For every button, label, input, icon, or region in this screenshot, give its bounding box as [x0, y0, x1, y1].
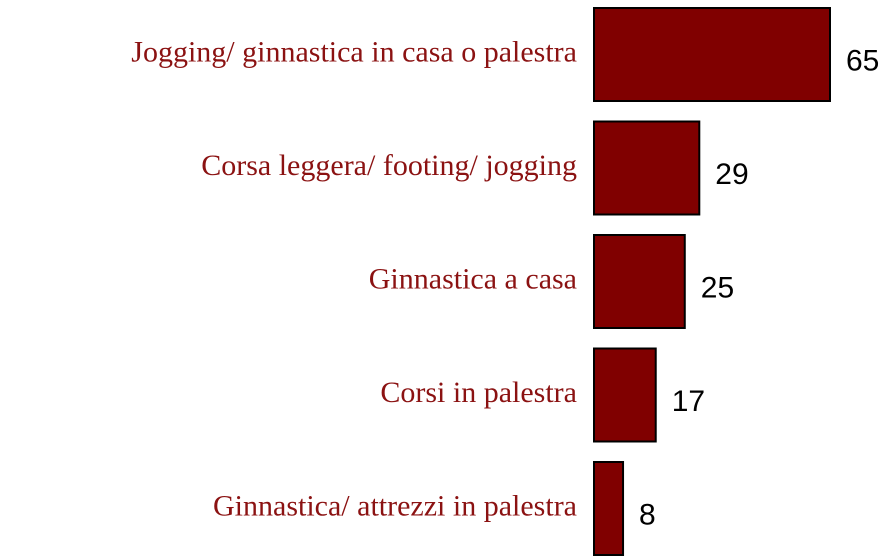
category-label: Ginnastica a casa — [369, 262, 577, 295]
category-label: Ginnastica/ attrezzi in palestra — [213, 489, 577, 522]
bar — [593, 347, 657, 443]
bar — [593, 120, 701, 216]
value-label: 8 — [639, 498, 656, 531]
category-label: Corsi in palestra — [380, 376, 577, 409]
bar — [593, 7, 831, 102]
bar — [593, 461, 625, 556]
value-label: 17 — [672, 385, 705, 418]
category-label: Jogging/ ginnastica in casa o palestra — [131, 35, 577, 68]
value-label: 29 — [715, 158, 748, 191]
category-label: Corsa leggera/ footing/ jogging — [201, 149, 577, 182]
bar — [593, 234, 686, 329]
value-label: 25 — [701, 271, 734, 304]
value-label: 65 — [846, 44, 879, 77]
